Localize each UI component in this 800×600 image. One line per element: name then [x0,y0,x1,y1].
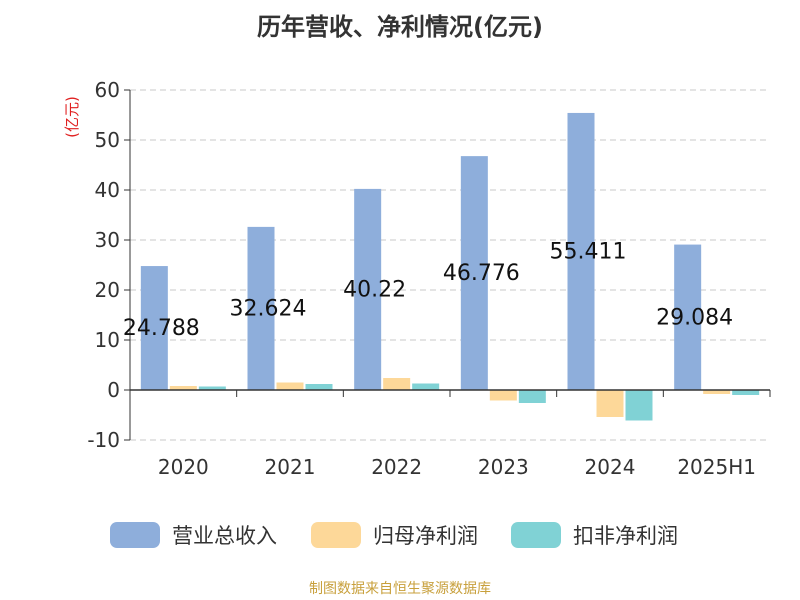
bar [383,378,411,390]
data-label: 55.411 [550,239,627,264]
axes: 60 50 40 30 20 10 0 -10 2020 2021 2022 2023 2024 2025… [87,78,771,479]
x-tick-label: 2023 [478,455,529,479]
bar [518,390,546,403]
bar [596,390,624,417]
y-tick-label: 40 [95,178,120,202]
x-tick-label: 2022 [371,455,422,479]
x-tick-label: 2020 [158,455,209,479]
bar [140,266,168,390]
bar [305,384,333,390]
bar [732,390,760,395]
y-tick-label: 0 [107,378,120,402]
bars [140,112,760,421]
y-tick-label: 30 [95,228,120,252]
legend-item[interactable]: 营业总收入 [110,522,277,548]
data-labels: 24.788 32.624 40.22 46.776 55.411 29.084 [123,239,733,341]
legend-item[interactable]: 扣非净利润 [511,522,678,548]
data-source-note: 制图数据来自恒生聚源数据库 [309,581,491,597]
legend-item[interactable]: 归母净利润 [311,522,478,548]
bar [674,244,702,390]
bar [412,383,440,390]
legend-label: 营业总收入 [172,524,277,548]
legend-label: 扣非净利润 [573,524,678,548]
bar [703,390,731,394]
data-label: 46.776 [443,261,520,286]
data-label: 24.788 [123,316,200,341]
legend-label: 归母净利润 [373,524,478,548]
bar [198,386,226,390]
y-tick-label: 10 [95,328,120,352]
y-tick-label: 20 [95,278,120,302]
bar [625,390,653,421]
data-label: 32.624 [230,296,307,321]
bar [247,226,275,390]
bar [489,390,517,401]
legend[interactable]: 营业总收入 归母净利润 扣非净利润 [110,522,678,548]
bar [460,156,488,390]
y-axis-unit-label: (亿元) [63,96,81,138]
legend-swatch [511,522,561,548]
x-tick-label: 2021 [265,455,316,479]
x-tick-label: 2024 [585,455,636,479]
y-tick-label: -10 [87,428,120,452]
x-tick-label: 2025H1 [677,455,756,479]
bar [567,112,595,390]
grid-lines [130,89,770,441]
y-tick-label: 50 [95,128,120,152]
data-label: 29.084 [656,305,733,330]
bar [276,382,304,390]
legend-swatch [311,522,361,548]
legend-swatch [110,522,160,548]
y-tick-label: 60 [95,78,120,102]
chart-title: 历年营收、净利情况(亿元) [257,13,543,41]
data-label: 40.22 [343,277,406,302]
bar [354,188,382,390]
bar [169,386,197,390]
